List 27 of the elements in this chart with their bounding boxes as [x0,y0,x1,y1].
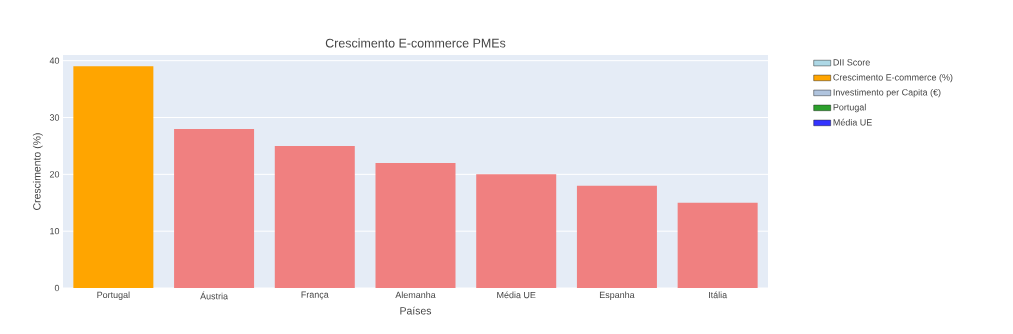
bar [476,174,557,288]
legend-label: Investimento per Capita (€) [833,88,941,98]
chart-title: Crescimento E-commerce PMEs [325,38,506,48]
y-tick-label: 40 [49,57,60,64]
x-tick-label: Espanha [599,291,635,300]
y-tick-label: 10 [50,227,60,235]
bar [174,128,255,288]
bar [677,202,758,288]
x-tick-label: Áustria [200,291,229,300]
bar [274,145,355,288]
y-tick-label: 0 [54,284,60,292]
x-tick-label: Alemanha [395,291,436,299]
x-tick-label: Média UE [497,291,536,299]
y-axis-title: Crescimento (%) [32,133,43,210]
y-tick-label: 30 [49,114,60,121]
bar [375,162,456,288]
legend-label: Crescimento E-commerce (%) [833,73,953,83]
legend-label: Portugal [833,103,866,113]
legend-label: Média UE [833,118,872,126]
y-tick-label: 20 [49,171,60,178]
bar [73,66,154,288]
legend-label: DII Score [833,59,870,66]
x-axis-title: Países [400,306,432,315]
x-tick-label: Itália [709,291,728,299]
bar [576,185,657,288]
x-tick-label: França [301,291,329,300]
x-tick-label: Portugal [97,291,130,300]
